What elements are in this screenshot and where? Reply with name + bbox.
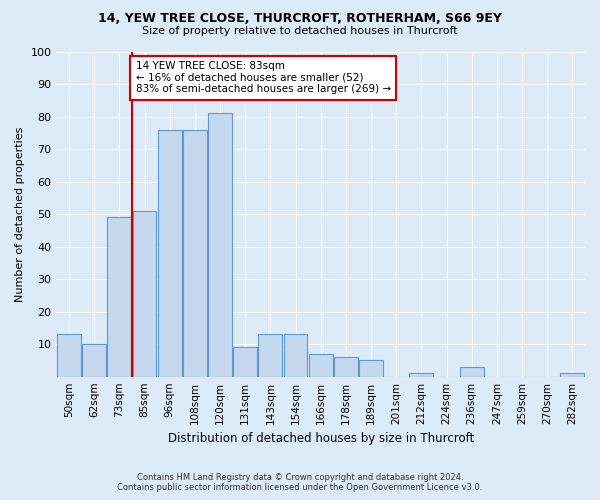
Y-axis label: Number of detached properties: Number of detached properties <box>15 126 25 302</box>
Bar <box>208 114 232 376</box>
Bar <box>409 374 433 376</box>
Bar <box>107 218 131 376</box>
Bar <box>133 211 157 376</box>
X-axis label: Distribution of detached houses by size in Thurcroft: Distribution of detached houses by size … <box>167 432 474 445</box>
Bar <box>460 367 484 376</box>
Bar <box>334 357 358 376</box>
Bar <box>560 374 584 376</box>
Text: Size of property relative to detached houses in Thurcroft: Size of property relative to detached ho… <box>142 26 458 36</box>
Bar <box>359 360 383 376</box>
Bar <box>284 334 307 376</box>
Text: 14 YEW TREE CLOSE: 83sqm
← 16% of detached houses are smaller (52)
83% of semi-d: 14 YEW TREE CLOSE: 83sqm ← 16% of detach… <box>136 62 391 94</box>
Text: 14, YEW TREE CLOSE, THURCROFT, ROTHERHAM, S66 9EY: 14, YEW TREE CLOSE, THURCROFT, ROTHERHAM… <box>98 12 502 26</box>
Bar <box>309 354 332 376</box>
Bar <box>158 130 182 376</box>
Bar <box>82 344 106 376</box>
Bar <box>183 130 207 376</box>
Bar <box>259 334 283 376</box>
Bar <box>233 348 257 376</box>
Bar <box>57 334 81 376</box>
Text: Contains HM Land Registry data © Crown copyright and database right 2024.
Contai: Contains HM Land Registry data © Crown c… <box>118 473 482 492</box>
